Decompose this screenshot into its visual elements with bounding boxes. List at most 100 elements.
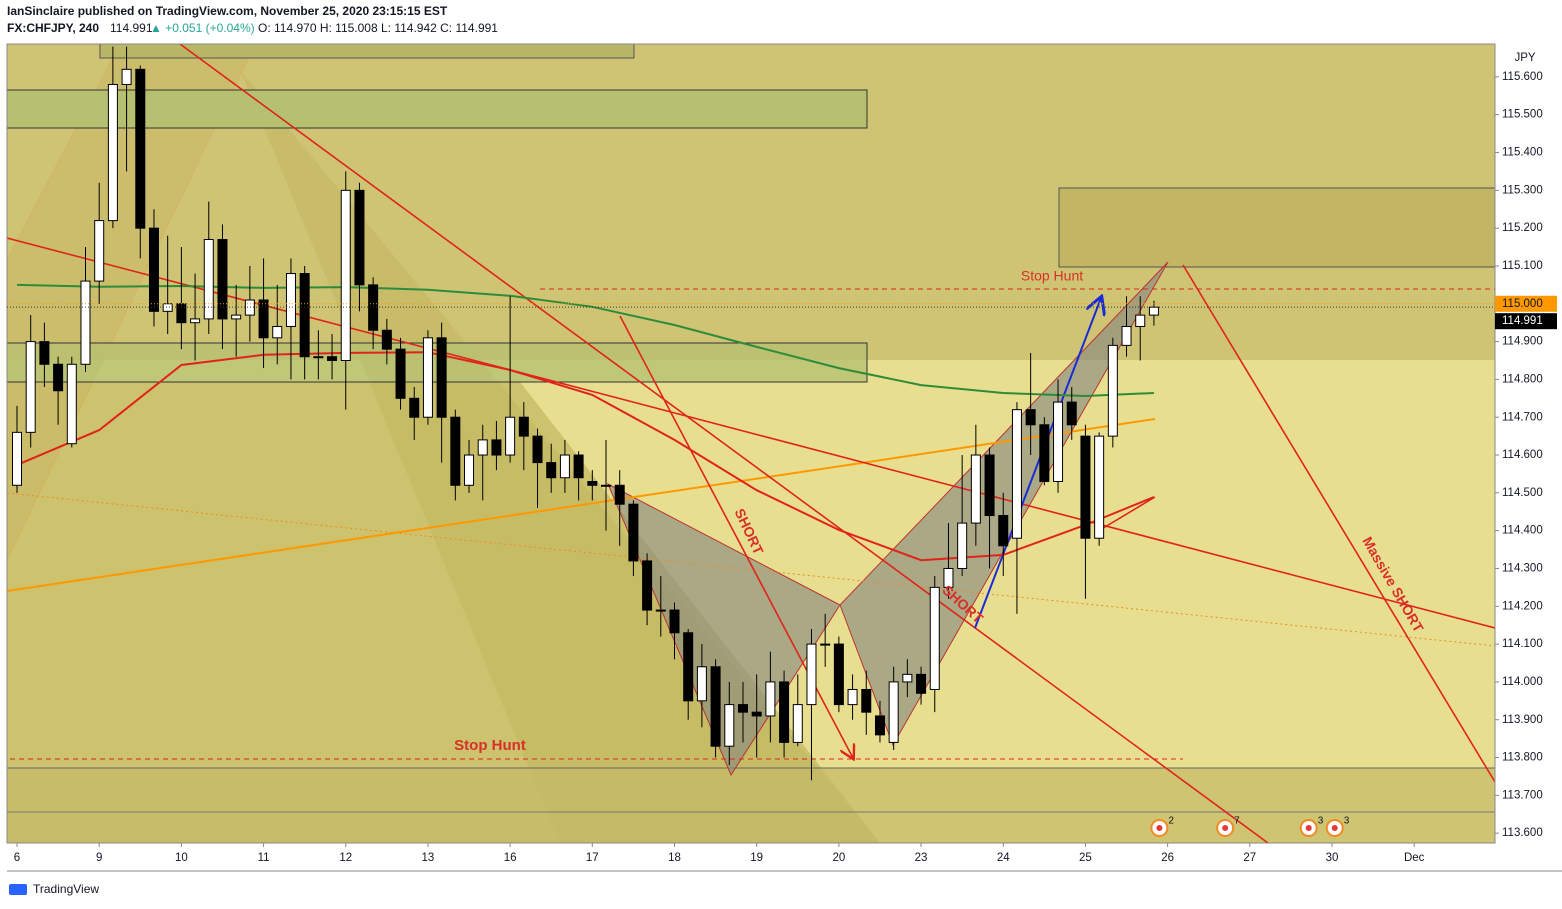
candle-body xyxy=(285,273,296,327)
x-tick-label: 6 xyxy=(14,852,20,864)
candle-body xyxy=(1121,325,1132,346)
y-tick-label: 114.500 xyxy=(1502,487,1543,499)
y-tick-label: 115.100 xyxy=(1502,260,1543,272)
candle-body xyxy=(258,299,269,339)
x-tick-label: 16 xyxy=(504,852,517,864)
candle-body xyxy=(1135,314,1146,327)
moving-average xyxy=(16,351,1155,562)
x-tick-label: 25 xyxy=(1079,852,1092,864)
candle-body xyxy=(696,666,707,702)
x-tick-label: Dec xyxy=(1404,852,1425,864)
candle-body xyxy=(532,435,543,464)
candle-body xyxy=(107,83,118,222)
candle-body xyxy=(642,560,653,611)
candle-body xyxy=(861,688,872,713)
candle-body xyxy=(244,299,255,316)
candle-body xyxy=(683,632,694,702)
candle-body xyxy=(477,439,488,456)
arrow xyxy=(974,298,1101,629)
x-tick-label: 27 xyxy=(1243,852,1256,864)
x-tick-label: 12 xyxy=(339,852,352,864)
candle-body xyxy=(327,356,338,361)
candle-body xyxy=(395,348,406,399)
candle-body xyxy=(121,68,132,85)
candle-body xyxy=(957,522,968,569)
symbol: FX:CHFJPY, 240 xyxy=(7,21,99,35)
last-price-label: 114.991 xyxy=(1502,315,1543,327)
change: ▲ +0.051 (+0.04%) xyxy=(150,21,255,35)
candle-body xyxy=(847,688,858,706)
candle-body xyxy=(272,325,283,339)
x-tick-label: 19 xyxy=(750,852,763,864)
candle-body xyxy=(491,439,502,456)
candle-body xyxy=(1080,435,1091,539)
candle-body xyxy=(450,416,461,486)
x-tick-label: 11 xyxy=(258,852,270,864)
publisher: IanSinclaire published on TradingView.co… xyxy=(7,4,448,18)
candle-body xyxy=(1148,306,1159,316)
candle-body xyxy=(874,715,885,736)
y-tick-label: 115.200 xyxy=(1502,222,1543,234)
candle-body xyxy=(601,484,612,487)
alert-box xyxy=(1495,295,1557,312)
event-count: 7 xyxy=(1234,816,1240,827)
candle-body xyxy=(354,189,365,286)
trendline xyxy=(179,44,1269,843)
candle-body xyxy=(587,481,598,486)
x-tick-label: 30 xyxy=(1326,852,1339,864)
candle-body xyxy=(724,704,735,747)
zone-box xyxy=(7,89,868,129)
alert-label: 115.000 xyxy=(1502,298,1543,310)
y-tick-label: 114.900 xyxy=(1502,336,1543,348)
candle-body xyxy=(11,431,22,486)
candle-body xyxy=(669,609,680,634)
candle-body xyxy=(1011,409,1022,539)
annotation: Stop Hunt xyxy=(1021,268,1083,284)
candle-body xyxy=(39,341,50,365)
candle-body xyxy=(381,329,392,350)
event-dot xyxy=(1305,825,1312,831)
y-tick-label: 115.300 xyxy=(1502,184,1543,196)
plot-frame xyxy=(6,43,1496,844)
x-tick-label: 17 xyxy=(586,852,599,864)
event-dot xyxy=(1222,825,1229,831)
candle-body xyxy=(53,363,64,392)
candle-body xyxy=(970,454,981,524)
last-price-box xyxy=(1495,313,1557,330)
y-tick-label: 114.600 xyxy=(1502,449,1543,461)
brand-logo xyxy=(9,884,27,895)
trendline xyxy=(7,492,1495,647)
x-tick-label: 20 xyxy=(832,852,845,864)
x-tick-label: 10 xyxy=(175,852,188,864)
candle-body xyxy=(217,238,228,320)
candle-body xyxy=(902,673,913,683)
y-tick-label: 114.700 xyxy=(1502,411,1543,423)
candle-body xyxy=(1053,401,1064,483)
candle-body xyxy=(792,704,803,743)
event-count: 3 xyxy=(1344,816,1350,827)
candle-body xyxy=(313,356,324,359)
zone-box xyxy=(1058,187,1495,268)
y-tick-label: 114.200 xyxy=(1502,600,1543,612)
candle-body xyxy=(176,303,187,324)
candle-body xyxy=(505,416,516,456)
candle-body xyxy=(984,454,995,517)
zone-box xyxy=(99,44,635,59)
candle-body xyxy=(573,454,584,479)
candle-body xyxy=(148,227,159,312)
ohlc: O: 114.970 H: 115.008 L: 114.942 C: 114.… xyxy=(258,21,498,35)
candle-body xyxy=(765,681,776,717)
x-tick-label: 13 xyxy=(422,852,435,864)
trendline xyxy=(7,418,1156,592)
candle-body xyxy=(422,337,433,418)
candle-body xyxy=(340,189,351,361)
brand: TradingView xyxy=(33,882,99,896)
y-tick-label: 114.100 xyxy=(1502,638,1543,650)
candle-body xyxy=(409,397,420,418)
y-tick-label: 114.300 xyxy=(1502,563,1543,575)
candle-body xyxy=(820,643,831,646)
candle-body xyxy=(833,643,844,706)
y-tick-label: 115.400 xyxy=(1502,147,1543,159)
